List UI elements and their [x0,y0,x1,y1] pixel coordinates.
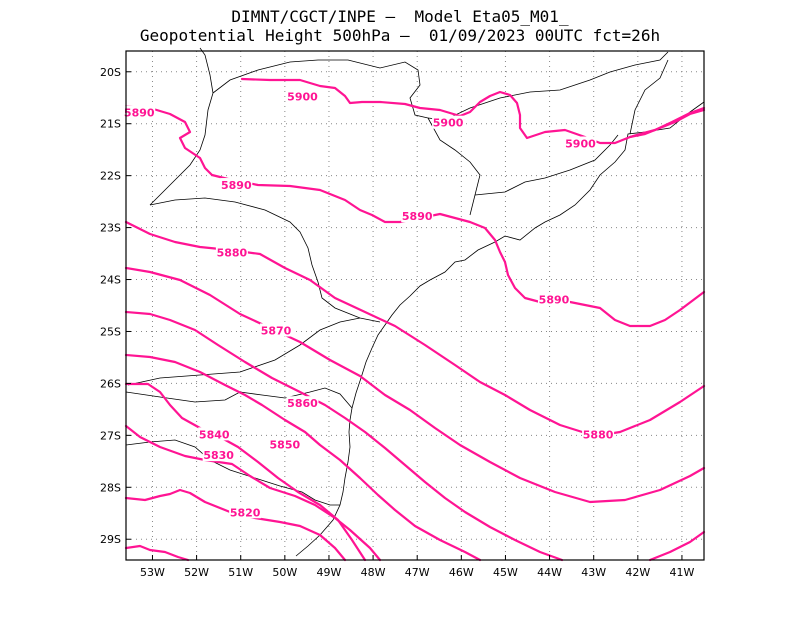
state-border [427,51,669,121]
geopotential-contours [124,77,706,562]
contour-5900-south [628,106,706,139]
contour-label: 5850 [270,439,301,452]
lon-tick-label: 48W [361,566,386,579]
contour-label: 5840 [199,428,230,441]
state-border [125,439,340,506]
coastline-and-borders [125,47,705,557]
contour-label: 5890 [402,210,433,223]
contour-label-background [286,89,319,103]
contour-5820 [124,488,347,562]
state-border [199,47,214,94]
lat-tick-label: 26S [100,377,121,390]
state-border [474,134,619,196]
contour-label-background [202,448,235,462]
contour-label-background [582,427,615,441]
map-frame [125,50,705,561]
contour-label-background [564,136,597,150]
lon-tick-label: 46W [449,566,474,579]
contour-label: 5900 [433,117,464,130]
state-border [125,387,353,409]
contour-label-background [286,396,319,410]
grid-lines [126,51,704,560]
contour-label: 5880 [217,247,248,260]
latitude-axis: 20S 21S 22S 23S 24S 25S 26S 27S 28S 29S [100,66,131,546]
contour-label-background [123,105,156,119]
contour-label: 5900 [565,137,596,150]
contour-5880 [124,220,706,438]
contour-label: 5880 [583,428,614,441]
state-border [149,92,214,206]
contour-label-background [432,115,465,129]
contour-label-background [401,209,434,223]
lat-tick-label: 20S [100,66,121,79]
contour-label: 5890 [124,106,155,119]
contour-5870 [124,266,706,504]
map-title-line-2: Geopotential Height 500hPa – 01/09/2023 … [139,26,661,45]
contour-5900-west [240,77,706,145]
lon-tick-label: 43W [581,566,606,579]
lon-tick-label: 41W [670,566,695,579]
lat-tick-label: 25S [100,325,121,338]
contour-label: 5820 [230,506,261,519]
lon-tick-label: 49W [317,566,342,579]
lat-tick-label: 29S [100,533,121,546]
contour-label: 5870 [261,324,292,337]
contour-label-background [537,292,570,306]
lon-tick-label: 42W [625,566,650,579]
state-border [149,197,381,323]
contour-5850 [124,353,482,562]
map-title-line-1: DIMNT/CGCT/INPE – Model Eta05_M01_ [231,7,569,26]
longitude-axis: 53W 52W 51W 50W 49W 48W 47W 46W 45W 44W 43W 42W 41W [140,555,694,579]
state-border [127,317,361,386]
contour-label-background [220,178,253,192]
contour-label: 5890 [539,293,570,306]
contour-label: 5830 [203,449,234,462]
contour-labels: 5900 5900 5900 5890 5890 5890 5890 5880 5880 5870… [123,89,615,519]
contour-5860 [124,310,564,562]
contour-5880-east [648,530,706,562]
lat-tick-label: 21S [100,118,121,131]
state-border [629,59,669,135]
contour-label-background [229,505,262,519]
contour-label-background [260,323,293,337]
contour-5810 [124,544,190,562]
contour-label: 5900 [287,91,318,104]
contour-label-background [268,437,301,451]
lon-tick-label: 44W [537,566,562,579]
coastline [295,101,705,557]
lat-tick-label: 28S [100,481,121,494]
state-border [427,117,481,216]
lon-tick-label: 51W [228,566,253,579]
lat-tick-label: 22S [100,170,121,183]
state-border [212,59,429,119]
lon-tick-label: 50W [272,566,297,579]
lat-tick-label: 27S [100,429,121,442]
lat-tick-label: 23S [100,222,121,235]
lon-tick-label: 52W [184,566,209,579]
lat-tick-label: 24S [100,274,121,287]
lon-tick-label: 53W [140,566,165,579]
lon-tick-label: 47W [405,566,430,579]
contour-label-background [198,427,231,441]
contour-label: 5860 [287,397,318,410]
contour-label-background [215,245,248,259]
contour-label: 5890 [221,179,252,192]
contour-5830 [124,424,382,562]
lon-tick-label: 45W [493,566,518,579]
